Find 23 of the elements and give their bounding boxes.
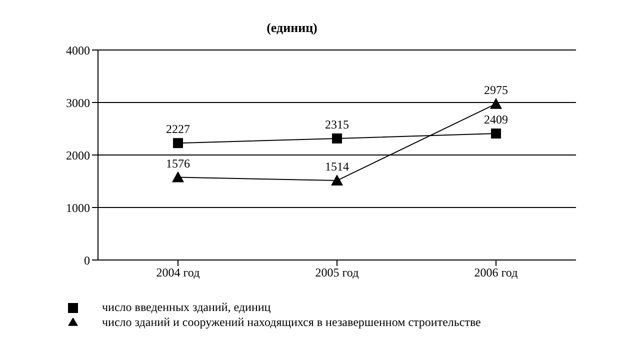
- data-label: 2227: [166, 122, 190, 136]
- data-label: 1576: [166, 156, 190, 170]
- legend-label: число зданий и сооружений находящихся в незавершенном строительстве: [102, 315, 481, 329]
- point: [490, 98, 502, 109]
- x-tick-label: 2005 год: [315, 266, 359, 280]
- y-tick-label: 0: [84, 253, 90, 268]
- chart-title: (единиц): [266, 20, 318, 36]
- point: [332, 133, 342, 144]
- point: [172, 171, 184, 182]
- x-tick-label: 2006 год: [474, 266, 518, 280]
- data-label: 2409: [484, 112, 508, 127]
- point: [491, 128, 501, 139]
- point: [331, 174, 343, 186]
- data-label: 2975: [484, 82, 508, 97]
- y-tick-label: 1000: [66, 200, 90, 215]
- point: [173, 138, 183, 148]
- y-tick-label: 2000: [66, 148, 90, 162]
- data-label: 1514: [325, 160, 349, 174]
- x-tick-label: 2004 год: [156, 266, 200, 280]
- data-label: 2315: [325, 117, 349, 132]
- legend-label: число введенных зданий, единиц: [102, 300, 271, 314]
- y-tick-label: 4000: [66, 43, 90, 58]
- y-tick-label: 3000: [66, 96, 90, 110]
